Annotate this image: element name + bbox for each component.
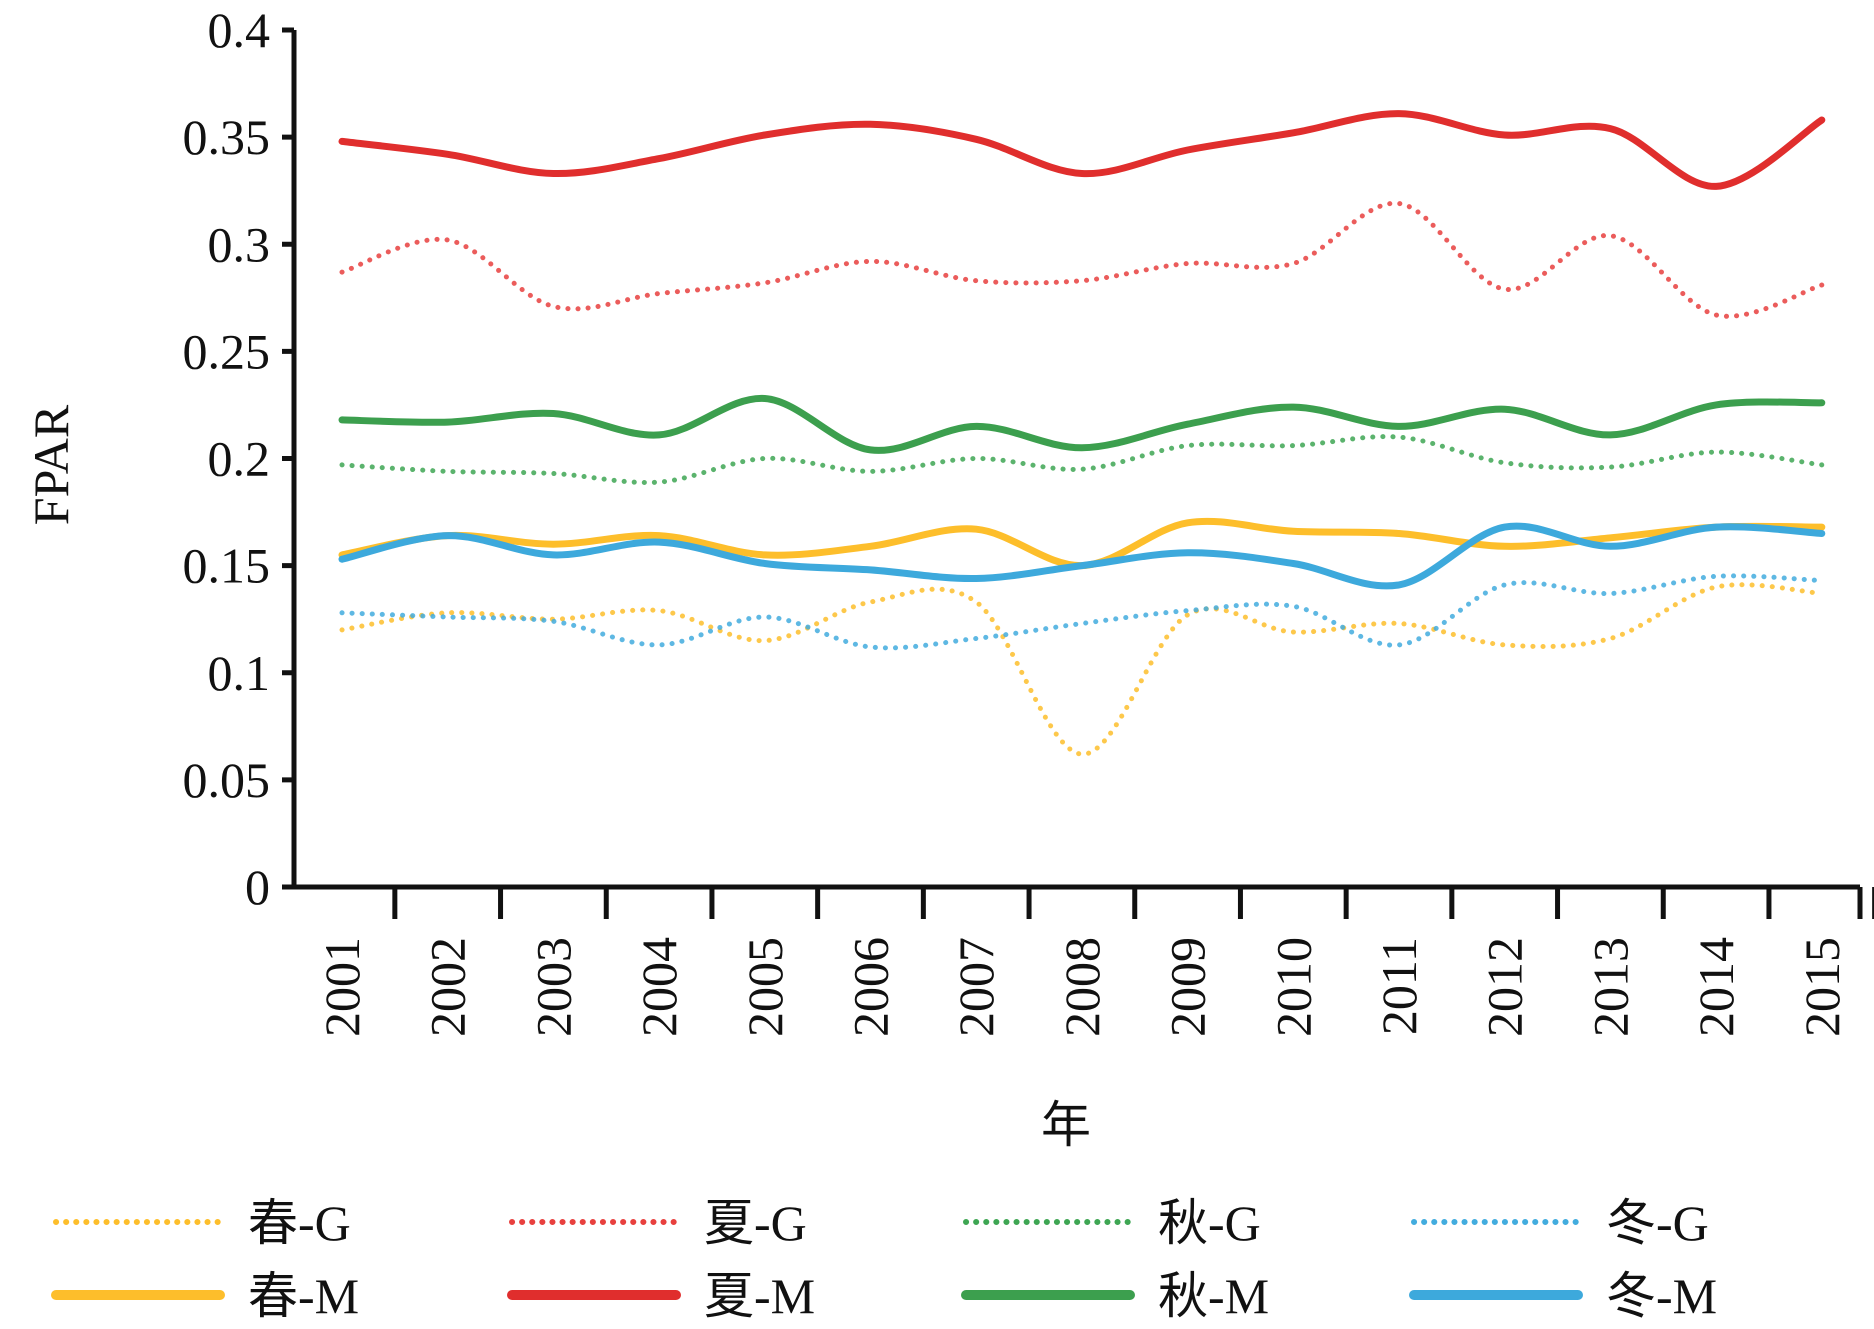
legend: 春-G 夏-G 秋-G 冬-G 春-M 夏-M 秋-M 冬-M: [51, 1195, 1717, 1324]
y-tick-label: 0.25: [183, 323, 271, 379]
legend-label: 春-G: [248, 1195, 351, 1251]
y-tick-label: 0.2: [208, 431, 271, 487]
y-tick-label: 0.3: [208, 216, 271, 272]
x-tick-label: 2014: [1688, 937, 1744, 1037]
y-tick-label: 0.4: [208, 2, 271, 58]
y-axis-title: FPAR: [23, 404, 79, 525]
series-line-g-2: [339, 434, 1825, 486]
x-tick-layer: 2001 2002 2003 2004 2005 2006 2007 2008 2009 2010…: [314, 887, 1874, 1037]
y-tick-label: 0: [245, 859, 270, 915]
x-tick-label: 2013: [1582, 937, 1638, 1037]
x-tick-label: 2002: [420, 937, 476, 1037]
x-tick-label: 2012: [1477, 937, 1533, 1037]
y-tick-label: 0.1: [208, 645, 271, 701]
legend-label: 冬-M: [1606, 1268, 1717, 1324]
x-tick-label: 2003: [525, 937, 581, 1037]
x-tick-label: 2007: [948, 937, 1004, 1037]
series-line-m-7: [338, 522, 1826, 590]
x-tick-label: 2006: [843, 937, 899, 1037]
series-line-m-6: [338, 394, 1826, 454]
legend-label: 秋-M: [1158, 1268, 1269, 1324]
x-tick-label: 2015: [1794, 937, 1850, 1037]
legend-label: 夏-G: [704, 1195, 807, 1251]
x-tick-label: 2005: [737, 937, 793, 1037]
y-tick-label: 0.35: [183, 109, 271, 165]
legend-label: 秋-G: [1158, 1195, 1261, 1251]
x-tick-label: 2011: [1371, 937, 1427, 1035]
x-axis-title: 年: [1041, 1097, 1091, 1153]
series-layer: [338, 110, 1826, 757]
legend-label: 春-M: [248, 1268, 359, 1324]
y-tick-label: 0.05: [183, 752, 271, 808]
x-tick-label: 2001: [314, 937, 370, 1037]
x-tick-label: 2004: [631, 937, 687, 1037]
series-line-m-5: [338, 110, 1826, 190]
legend-label: 夏-M: [704, 1268, 815, 1324]
series-line-g-3: [339, 573, 1825, 651]
y-tick-label: 0.15: [183, 538, 271, 594]
x-tick-label: 2008: [1054, 937, 1110, 1037]
x-tick-label: 2010: [1265, 937, 1321, 1037]
series-line-g-0: [339, 582, 1825, 757]
series-line-g-1: [339, 200, 1825, 319]
axes-layer: [291, 30, 1860, 890]
y-tick-layer: 0 0.05 0.1 0.15 0.2 0.25 0.3 0.35 0.4: [183, 2, 294, 915]
legend-label: 冬-G: [1606, 1195, 1709, 1251]
x-tick-label: 2009: [1160, 937, 1216, 1037]
